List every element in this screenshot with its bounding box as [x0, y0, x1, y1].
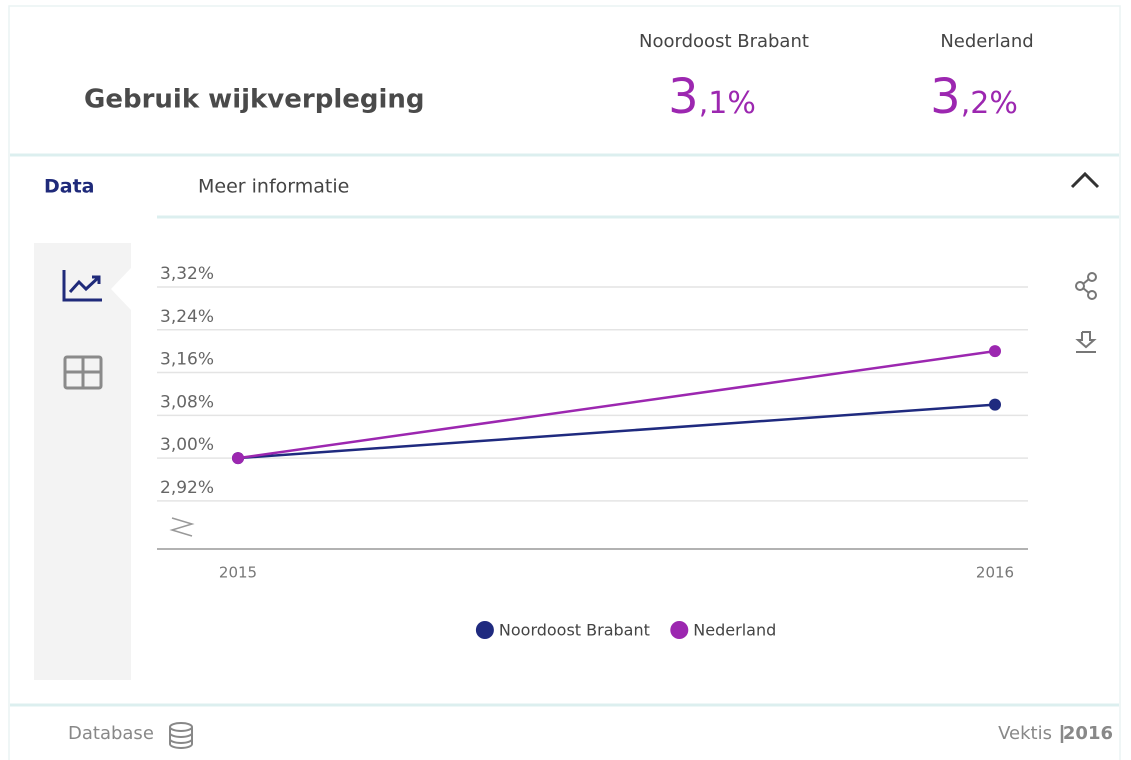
y-tick-label: 3,32% [160, 264, 214, 284]
source: Vektis [998, 723, 1052, 744]
tab[interactable]: Meer informatie [198, 176, 349, 198]
line-chart-icon[interactable] [62, 270, 102, 302]
download-icon[interactable] [1075, 331, 1097, 353]
tab-active[interactable]: Data [44, 176, 95, 198]
data-point [232, 452, 244, 465]
kpi-minor: ,2% [961, 86, 1018, 121]
data-point [989, 398, 1001, 411]
panel-notch [111, 268, 131, 310]
kpi-major: 3 [668, 69, 699, 125]
legend-label: Nederland [693, 621, 776, 640]
series-line [237, 403, 996, 460]
table-icon[interactable] [63, 355, 103, 390]
database-link[interactable]: Database [68, 723, 154, 744]
kpi-label: Noordoost Brabant [639, 31, 809, 52]
data-point [989, 345, 1001, 358]
x-tick-label: 2016 [976, 564, 1014, 582]
kpi-value: 3,1% [668, 69, 756, 125]
legend-label: Noordoost Brabant [499, 621, 650, 640]
x-tick-label: 2015 [219, 564, 257, 582]
y-tick-label: 3,00% [160, 435, 214, 455]
card [8, 5, 1121, 760]
side-panel [34, 243, 131, 680]
kpi-major: 3 [930, 69, 961, 125]
database-icon [169, 722, 193, 749]
year: 2016 [1063, 723, 1113, 744]
kpi-minor: ,1% [699, 86, 756, 121]
share-icon[interactable] [1075, 272, 1097, 300]
legend-swatch [670, 621, 689, 639]
legend-swatch [475, 621, 494, 639]
kpi-label: Nederland [940, 31, 1033, 52]
kpi-value: 3,2% [930, 69, 1018, 125]
y-tick-label: 3,24% [160, 307, 214, 327]
title: Gebruik wijkverpleging [84, 85, 425, 115]
y-tick-label: 3,08% [160, 392, 214, 412]
y-tick-label: 2,92% [160, 478, 214, 498]
axis-break [169, 517, 195, 537]
y-tick-label: 3,16% [160, 350, 214, 370]
series-line [237, 349, 996, 460]
collapse-chevron[interactable] [1070, 171, 1100, 189]
